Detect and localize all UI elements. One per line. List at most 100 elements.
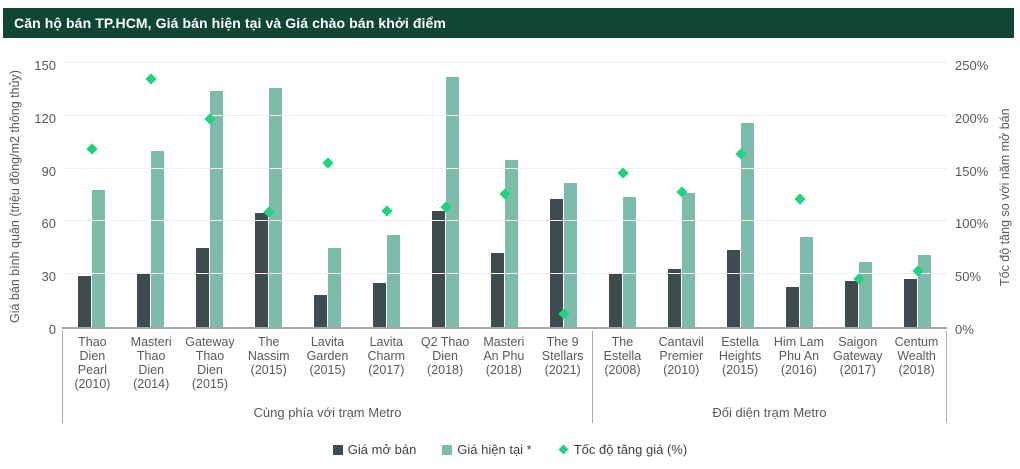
category-label-line: (2018): [485, 363, 522, 377]
category-label-line: (2010): [663, 363, 700, 377]
gridline: [62, 114, 947, 116]
bar-open-price: [550, 198, 563, 327]
category-label: The Estella (2008): [593, 335, 652, 377]
legend-item: Giá mở bán: [332, 442, 417, 457]
bar-open-price: [255, 212, 268, 327]
plot-area: [62, 62, 947, 329]
bar-open-price: [668, 268, 681, 327]
category-label-line: Thao: [78, 335, 107, 349]
category-label-line: The: [257, 335, 280, 349]
category-label-line: Pearl: [77, 363, 107, 377]
bar-current-price: [741, 122, 754, 327]
bar-open-price: [78, 275, 91, 327]
axis-group-box: The Estella (2008) Cantavil Premier (2010) Est…: [593, 331, 947, 423]
bar-open-price: [432, 210, 445, 327]
legend-growth-diamond: [558, 444, 569, 455]
category-label-line: (2018): [427, 363, 464, 377]
category-label: Centum Wealth (2018): [887, 335, 946, 377]
bar-open-price: [196, 247, 209, 327]
category-label-line: An Phu: [483, 349, 525, 363]
chart-title-bar: Căn hộ bán TP.HCM, Giá bán hiện tại và G…: [3, 8, 1014, 38]
category-label-line: Thao: [136, 349, 166, 363]
category-label-line: Lavita: [369, 335, 403, 349]
left-axis-tick-label: 120: [34, 110, 56, 126]
category-label: Cantavil Premier (2010): [652, 335, 711, 377]
bar-current-price: [210, 91, 223, 327]
category-label-line: Gateway: [833, 349, 883, 363]
bar-current-price: [269, 87, 282, 327]
bar-open-price: [137, 274, 150, 327]
bar-open-price: [845, 281, 858, 327]
right-axis-ticks: 0% 50% 100% 150% 200% 250%: [955, 58, 999, 337]
category-label-line: Thao: [195, 349, 225, 363]
bar-open-price: [314, 295, 327, 327]
category-label: Lavita Charm (2017): [357, 335, 416, 391]
category-label-line: (2017): [839, 363, 876, 377]
category-label-line: Estella: [721, 335, 759, 349]
left-axis-tick-label: 30: [41, 269, 56, 285]
category-label-line: Premier: [659, 349, 704, 363]
category-label-line: Nassim: [247, 349, 290, 363]
bar-open-price: [786, 286, 799, 327]
category-bar-group: [475, 65, 534, 327]
chart-title: Căn hộ bán TP.HCM, Giá bán hiện tại và G…: [14, 15, 446, 31]
category-label-line: Garden: [306, 349, 349, 363]
category-label-line: (2015): [250, 363, 287, 377]
metro-group-label: Đối diện trạm Metro: [712, 405, 827, 420]
left-axis-ticks: 0 30 60 90 120 150: [18, 58, 56, 337]
category-label-line: The: [611, 335, 634, 349]
category-label-line: Lavita: [310, 335, 345, 349]
bar-open-price: [609, 274, 622, 327]
bar-open-price: [727, 249, 740, 327]
category-label: Masteri An Phu (2018): [474, 335, 533, 391]
category-label-line: (2015): [191, 377, 229, 391]
right-axis-title: Tốc độ tăng so với năm mở bán: [998, 108, 1012, 286]
category-label-line: Charm: [367, 349, 406, 363]
legend-item-label: Giá hiện tại *: [457, 442, 532, 457]
category-label-line: Stellars: [541, 349, 584, 363]
category-bar-group: [593, 65, 652, 327]
category-bar-group: [829, 65, 888, 327]
category-label: Thao Dien Pearl (2010): [63, 335, 122, 391]
category-label: The 9 Stellars (2021): [533, 335, 592, 391]
axis-group-box: Thao Dien Pearl (2010) Masteri Thao Dien (2014)…: [62, 331, 593, 423]
category-label-line: (2016): [780, 363, 817, 377]
bar-current-price: [387, 235, 400, 327]
right-axis-tick-label: 100%: [955, 216, 989, 232]
left-axis-tick-label: 90: [41, 163, 56, 179]
category-label-line: Dien: [432, 349, 458, 363]
category-bar-group: [121, 65, 180, 327]
legend-current-price-swatch: [442, 444, 453, 455]
bar-current-price: [564, 182, 577, 327]
category-label-line: Wealth: [897, 349, 936, 363]
gridline: [62, 220, 947, 222]
bar-current-price: [92, 189, 105, 327]
category-label-line: (2015): [722, 363, 759, 377]
category-label-line: (2018): [898, 363, 935, 377]
category-axis-area: Thao Dien Pearl (2010) Masteri Thao Dien (2014)…: [62, 331, 947, 423]
right-axis-tick-label: 50%: [955, 269, 982, 285]
right-axis-tick-label: 0%: [955, 322, 974, 337]
legend-item: Tốc độ tăng giá (%): [558, 442, 687, 457]
category-label: Lavita Garden (2015): [298, 335, 357, 391]
bar-open-price: [491, 253, 504, 327]
category-label-line: Masteri: [130, 335, 172, 349]
legend-item-label: Giá mở bán: [347, 442, 417, 457]
category-label-line: (2017): [368, 363, 405, 377]
category-bar-group: [888, 65, 947, 327]
left-axis-tick-label: 60: [41, 216, 56, 232]
bar-current-price: [623, 196, 636, 327]
category-bar-group: [652, 65, 711, 327]
gridline: [62, 167, 947, 169]
gridline: [62, 62, 947, 63]
bar-current-price: [151, 151, 164, 327]
category-label-line: Masteri: [483, 335, 525, 349]
category-label: Him Lam Phu An (2016): [769, 335, 828, 377]
left-axis-tick-label: 150: [34, 58, 56, 73]
category-label-line: (2010): [74, 377, 111, 391]
category-label-line: Gateway: [185, 335, 235, 349]
bar-series-container: [62, 65, 947, 327]
bar-current-price: [800, 237, 813, 327]
category-label-row: Thao Dien Pearl (2010) Masteri Thao Dien (2014)…: [63, 331, 592, 391]
